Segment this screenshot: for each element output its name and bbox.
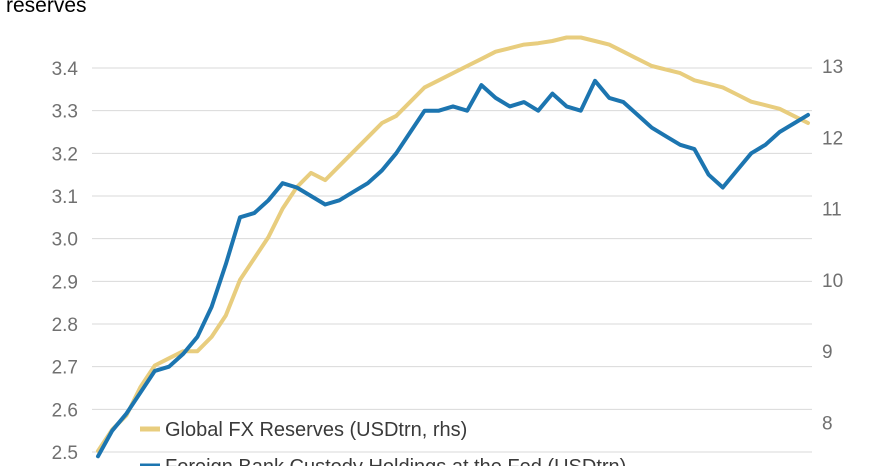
left-tick-label: 3.4: [52, 59, 79, 80]
right-tick-label: 9: [822, 342, 833, 363]
legend-label: Global FX Reserves (USDtrn, rhs): [165, 419, 467, 441]
series-line-2: [96, 78, 810, 459]
legend-label: Foreign Bank Custody Holdings at the Fed…: [165, 456, 626, 466]
left-tick-label: 2.5: [52, 443, 78, 464]
right-tick-label: 13: [822, 57, 843, 78]
left-tick-label: 2.6: [52, 400, 78, 421]
left-axis-ticks: 2.5 2.6 2.7 2.8 2.9 3.0 3.1 3.2 3.3 3.4: [52, 59, 79, 464]
right-tick-label: 12: [822, 128, 843, 149]
right-tick-label: 11: [822, 200, 842, 221]
series-line-1: [96, 35, 810, 453]
chart-title: reserves: [6, 0, 87, 17]
left-tick-label: 2.8: [52, 315, 78, 336]
series-lines: [96, 35, 810, 459]
right-axis-ticks: 8 9 10 11 12 13: [822, 57, 843, 435]
left-tick-label: 3.0: [52, 230, 78, 251]
legend-item: Global FX Reserves (USDtrn, rhs): [140, 419, 467, 441]
left-tick-label: 2.9: [52, 272, 78, 293]
legend-item: Foreign Bank Custody Holdings at the Fed…: [140, 456, 626, 466]
left-tick-label: 3.1: [52, 187, 78, 208]
legend: Global FX Reserves (USDtrn, rhs) Foreign …: [140, 419, 626, 466]
left-tick-label: 2.7: [52, 358, 78, 379]
left-tick-label: 3.3: [52, 102, 78, 123]
right-tick-label: 10: [822, 271, 843, 292]
right-tick-label: 8: [822, 414, 833, 435]
left-tick-label: 3.2: [52, 144, 78, 165]
gridlines: [92, 67, 812, 453]
